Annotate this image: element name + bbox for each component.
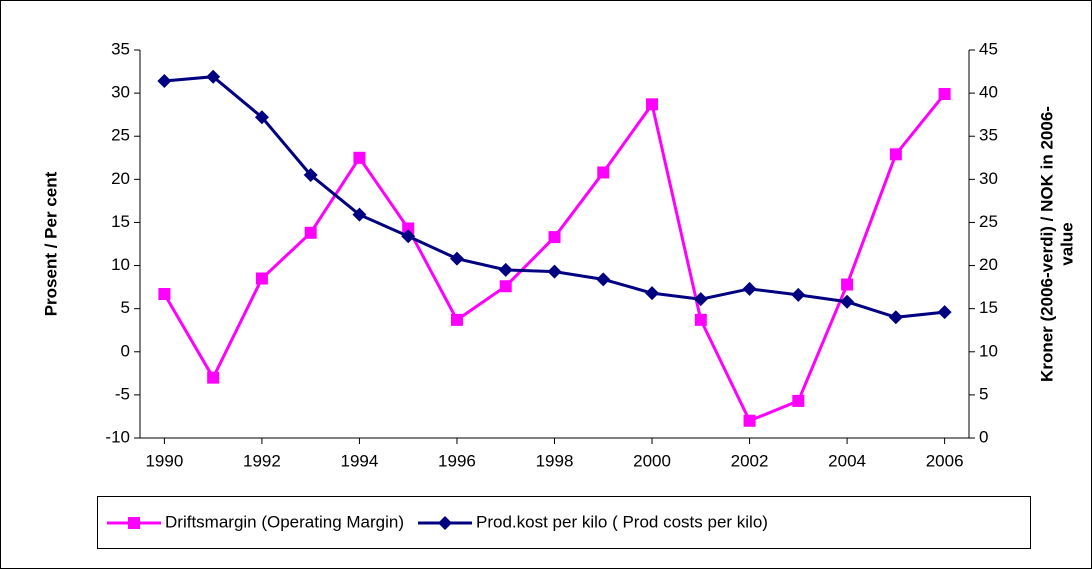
data-point bbox=[792, 394, 805, 407]
y2-tick-label: 20 bbox=[979, 255, 998, 274]
data-point bbox=[158, 288, 171, 301]
y-tick-label: 30 bbox=[111, 83, 130, 102]
y-tick-label: 5 bbox=[121, 298, 130, 317]
data-point bbox=[937, 305, 952, 320]
data-point bbox=[742, 281, 757, 296]
x-tick-label: 2004 bbox=[828, 451, 866, 470]
x-tick-label: 1996 bbox=[438, 451, 476, 470]
legend-label: Prod.kost per kilo ( Prod costs per kilo… bbox=[476, 512, 768, 531]
data-point bbox=[791, 287, 806, 302]
data-point bbox=[645, 286, 660, 301]
x-tick-label: 2002 bbox=[731, 451, 769, 470]
y2-tick-label: 30 bbox=[979, 169, 998, 188]
data-point bbox=[938, 87, 951, 100]
x-tick-label: 2000 bbox=[633, 451, 671, 470]
y2-tick-label: 5 bbox=[979, 384, 988, 403]
data-point bbox=[304, 226, 317, 239]
data-point bbox=[449, 251, 464, 266]
data-point bbox=[206, 69, 221, 84]
data-point bbox=[547, 264, 562, 279]
data-point bbox=[303, 168, 318, 183]
data-point bbox=[255, 272, 268, 285]
data-point bbox=[498, 262, 513, 277]
legend-label: Driftsmargin (Operating Margin) bbox=[165, 512, 404, 531]
y-tick-label: -10 bbox=[105, 427, 130, 446]
y2-tick-label: 45 bbox=[979, 39, 998, 58]
y-tick-label: 10 bbox=[111, 255, 130, 274]
y2-tick-label: 0 bbox=[979, 427, 988, 446]
data-point bbox=[743, 414, 756, 427]
data-point bbox=[888, 310, 903, 325]
data-point bbox=[693, 292, 708, 307]
y-tick-label: 0 bbox=[121, 341, 130, 360]
y-tick-label: 25 bbox=[111, 126, 130, 145]
y-tick-label: 20 bbox=[111, 169, 130, 188]
y-tick-label: 35 bbox=[111, 39, 130, 58]
data-point bbox=[596, 272, 611, 287]
y2-axis-label: value bbox=[1057, 222, 1076, 265]
y-axis-label: Prosent / Per cent bbox=[41, 171, 60, 316]
legend-marker bbox=[128, 517, 140, 529]
data-point bbox=[352, 207, 367, 222]
data-point bbox=[840, 294, 855, 309]
y-tick-label: -5 bbox=[115, 384, 130, 403]
data-point bbox=[499, 280, 512, 293]
x-tick-label: 1994 bbox=[341, 451, 379, 470]
legend-marker bbox=[438, 516, 453, 530]
data-point bbox=[254, 110, 269, 125]
data-point bbox=[401, 229, 416, 244]
data-point bbox=[353, 151, 366, 164]
y2-tick-label: 40 bbox=[979, 83, 998, 102]
x-tick-label: 2006 bbox=[926, 451, 964, 470]
y2-tick-label: 15 bbox=[979, 298, 998, 317]
y2-tick-label: 10 bbox=[979, 341, 998, 360]
x-tick-label: 1990 bbox=[145, 451, 183, 470]
data-point bbox=[450, 313, 463, 326]
data-point bbox=[597, 166, 610, 179]
y-tick-label: 15 bbox=[111, 212, 130, 231]
data-point bbox=[646, 98, 659, 111]
y2-axis-label: Kroner (2006-verdi) / NOK in 2006- bbox=[1037, 106, 1056, 382]
y2-tick-label: 35 bbox=[979, 126, 998, 145]
data-point bbox=[157, 74, 172, 89]
x-tick-label: 1992 bbox=[243, 451, 281, 470]
data-point bbox=[889, 148, 902, 161]
legend-box bbox=[97, 496, 1031, 549]
x-tick-label: 1998 bbox=[536, 451, 574, 470]
data-point bbox=[402, 222, 415, 235]
data-point bbox=[207, 371, 220, 384]
data-point bbox=[694, 313, 707, 326]
y2-tick-label: 25 bbox=[979, 212, 998, 231]
data-point bbox=[841, 278, 854, 291]
data-point bbox=[548, 231, 561, 244]
